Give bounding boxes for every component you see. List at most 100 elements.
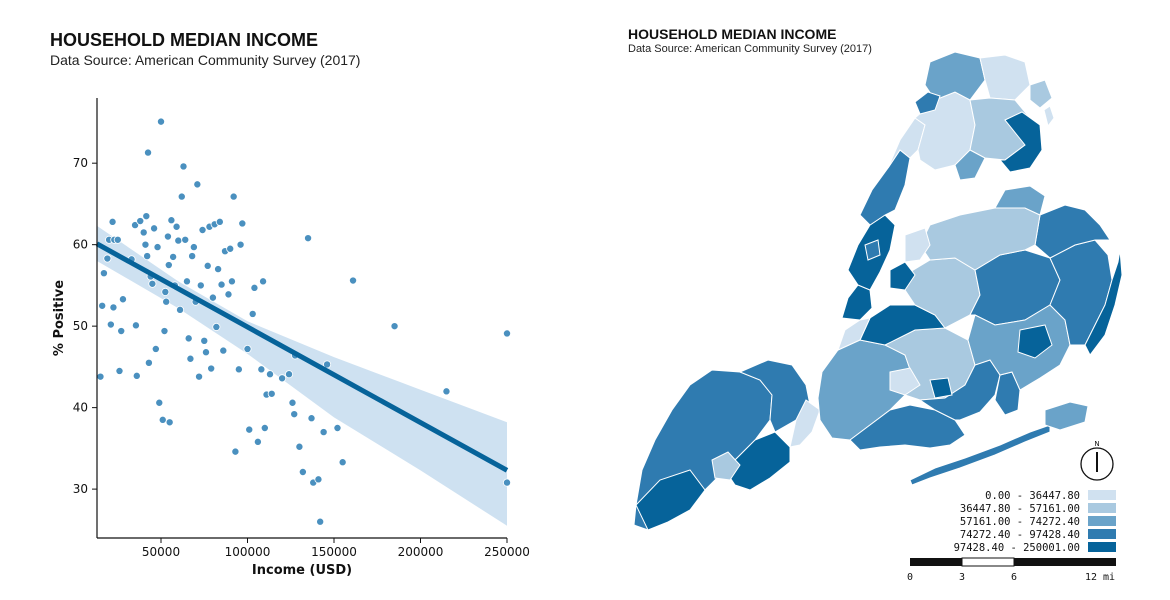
data-point [265, 370, 274, 379]
data-point [260, 423, 269, 432]
data-point [253, 437, 262, 446]
data-point [278, 374, 287, 383]
data-point [117, 327, 126, 336]
region-brooklyn-bay [929, 377, 953, 399]
data-point [217, 280, 226, 289]
region-manhattan-upper [859, 149, 911, 226]
y-tick-label: 40 [73, 401, 88, 415]
map-regions [633, 51, 1123, 531]
data-point [150, 224, 159, 233]
data-point [215, 217, 224, 226]
data-point [250, 283, 259, 292]
region-bronx-hunts-point [954, 149, 986, 181]
data-point [349, 276, 358, 285]
region-manhattan-chelsea [864, 239, 881, 261]
region-bronx-north [979, 54, 1031, 101]
legend-label: 0.00 - 36447.80 [985, 490, 1080, 502]
region-queens-northeast [1034, 204, 1111, 259]
x-tick-label: 150000 [311, 545, 357, 559]
region-bronx-pelham [1029, 79, 1053, 109]
data-point [259, 277, 268, 286]
data-point [98, 301, 107, 310]
data-point [144, 358, 153, 367]
data-point [143, 252, 152, 261]
data-point [177, 192, 186, 201]
region-queens-flushing [994, 185, 1046, 216]
y-axis-label: % Positive [52, 280, 67, 356]
x-axis-label: Income (USD) [252, 563, 352, 578]
data-point [106, 320, 115, 329]
x-tick-label: 100000 [225, 545, 271, 559]
data-point [208, 293, 217, 302]
x-tick-label: 50000 [142, 545, 180, 559]
data-point [148, 279, 157, 288]
legend-swatch [1088, 503, 1116, 513]
legend-swatch [1088, 542, 1116, 552]
region-staten-island-tip [635, 469, 706, 531]
data-point [257, 365, 266, 374]
data-point [163, 232, 172, 241]
data-point [295, 442, 304, 451]
scale-tick-12: 12 mi [1085, 572, 1115, 583]
data-point [224, 290, 233, 299]
data-point [157, 117, 166, 126]
data-point [314, 475, 323, 484]
data-point [195, 372, 204, 381]
data-point [201, 348, 210, 357]
data-point [188, 252, 197, 261]
region-bronx-riverdale [914, 91, 941, 115]
regression-line [95, 241, 509, 473]
data-point [288, 398, 297, 407]
x-tick-label: 200000 [398, 545, 444, 559]
data-point [243, 344, 252, 353]
data-point [227, 277, 236, 286]
data-point [131, 321, 140, 330]
data-point [136, 217, 145, 226]
data-point [139, 228, 148, 237]
data-point [176, 305, 185, 314]
data-point [142, 212, 151, 221]
data-point [198, 225, 207, 234]
map-title: HOUSEHOLD MEDIAN INCOME [628, 26, 837, 42]
region-bronx-throgs [998, 111, 1043, 173]
data-point [212, 322, 221, 331]
data-point [141, 240, 150, 249]
data-point [182, 277, 191, 286]
data-point [304, 234, 313, 243]
data-point [172, 222, 181, 231]
north-arrow: N [1080, 440, 1114, 481]
data-point [442, 387, 451, 396]
legend-swatch [1088, 529, 1116, 539]
legend-swatch [1088, 516, 1116, 526]
data-point [158, 415, 167, 424]
data-point [109, 303, 118, 312]
x-tick-label: 250000 [484, 545, 530, 559]
map-subtitle: Data Source: American Community Survey (… [628, 43, 872, 55]
scatter-plot: 50000 100000 150000 200000 2500003040506070 … [52, 98, 530, 578]
region-brooklyn-east [918, 359, 1001, 421]
chart-subtitle: Data Source: American Community Survey (… [50, 52, 361, 68]
data-point [103, 254, 112, 263]
data-point [323, 360, 332, 369]
data-point [181, 235, 190, 244]
data-point [144, 148, 153, 157]
data-point [298, 467, 307, 476]
north-label: N [1094, 440, 1099, 448]
data-point [169, 252, 178, 261]
data-point [131, 221, 140, 230]
data-point [390, 322, 399, 331]
data-point [155, 398, 164, 407]
data-point [189, 243, 198, 252]
data-point [184, 334, 193, 343]
data-point [164, 261, 173, 270]
data-point [186, 354, 195, 363]
legend-label: 74272.40 - 97428.40 [960, 529, 1080, 541]
data-point [229, 192, 238, 201]
scale-bar: 0 3 6 12 mi [907, 557, 1116, 583]
region-queens-far-east [1084, 249, 1123, 356]
data-point [118, 295, 127, 304]
data-point [307, 414, 316, 423]
data-point [167, 216, 176, 225]
data-point [193, 180, 202, 189]
